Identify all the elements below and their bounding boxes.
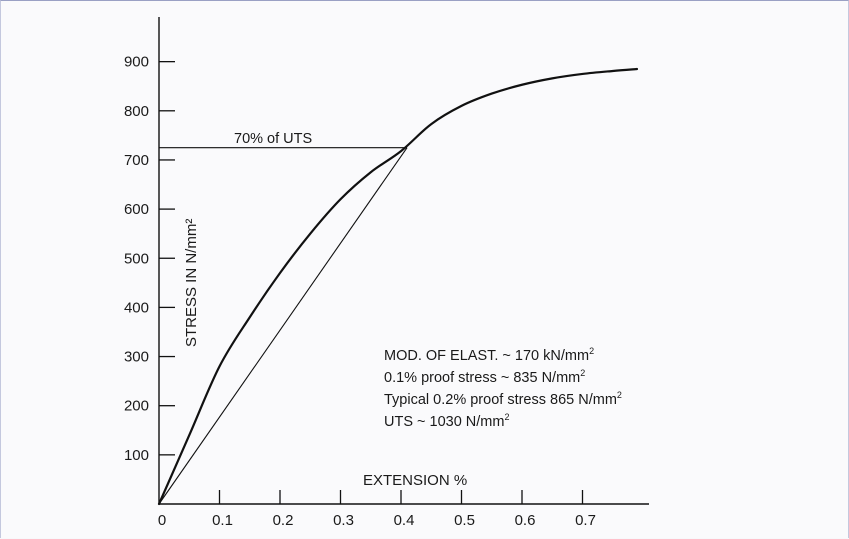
uts-70-label: 70% of UTS [234,131,312,147]
y-tick-label: 800 [124,103,149,120]
annotation-line: Typical 0.2% proof stress 865 N/mm2 [384,390,622,408]
property-annotations: MOD. OF ELAST. ~ 170 kN/mm2 0.1% proof st… [384,346,622,430]
y-axis-title: STRESS IN N/mm² [183,219,200,347]
y-tick-label: 500 [124,250,149,267]
chart-marks [157,67,639,506]
x-tick-label: 0.2 [273,512,294,529]
y-tick-label: 700 [124,152,149,169]
axes [158,17,649,505]
y-tick-label: 400 [124,299,149,316]
x-tick-label: 0.6 [515,512,536,529]
y-tick-label: 300 [124,349,149,366]
annotation-line: UTS ~ 1030 N/mm2 [384,412,509,430]
x-axis-title: EXTENSION % [363,472,467,489]
annotation-line: 0.1% proof stress ~ 835 N/mm2 [384,368,585,386]
ticks: 100 200 300 400 500 600 700 800 900 0 0.1 0.2 0.3 0.4… [124,54,596,529]
y-tick-label: 200 [124,398,149,415]
secant-line [158,147,408,505]
x-tick-label: 0.7 [575,512,596,529]
x-tick-label: 0.3 [333,512,354,529]
annotation-line: MOD. OF ELAST. ~ 170 kN/mm2 [384,346,594,364]
x-tick-label: 0.1 [212,512,233,529]
x-tick-label: 0.5 [454,512,475,529]
y-tick-label: 100 [124,447,149,464]
y-tick-label: 900 [124,54,149,71]
x-tick-label: 0.4 [394,512,415,529]
stress-strain-curve [157,67,639,506]
y-tick-label: 600 [124,201,149,218]
x-tick-label: 0 [158,512,166,529]
